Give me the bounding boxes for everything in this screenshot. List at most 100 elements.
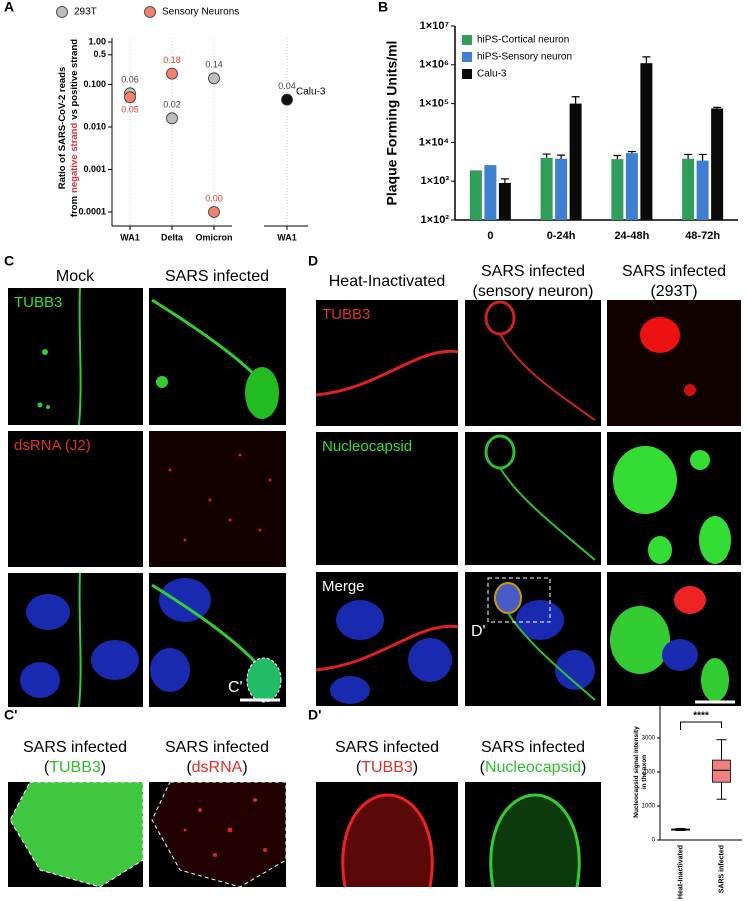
legend-label: 293T xyxy=(74,7,97,18)
image xyxy=(465,432,601,565)
cell xyxy=(9,781,144,888)
nucleus xyxy=(408,638,452,682)
x-tick-label: 24-48h xyxy=(614,230,649,242)
axon xyxy=(78,287,82,426)
dsrna-dots xyxy=(168,453,272,542)
bar xyxy=(469,170,482,220)
cell xyxy=(674,586,706,614)
image xyxy=(149,431,286,567)
nucleus xyxy=(336,600,384,640)
cell xyxy=(245,367,279,419)
panel-letter: D' xyxy=(308,707,321,723)
inset-stain: (TUBB3) xyxy=(44,759,106,776)
significance-bracket xyxy=(680,721,722,730)
y-axis-label: Ratio of SARS-CoV-2 readsfrom negative st… xyxy=(57,39,80,217)
axon xyxy=(499,467,596,561)
bar xyxy=(555,158,568,220)
error-bar xyxy=(613,154,622,160)
stain-name: TUBB3 xyxy=(49,759,101,776)
bar xyxy=(569,103,582,220)
data-point xyxy=(281,93,293,106)
paren: ) xyxy=(101,759,106,776)
data-point xyxy=(208,206,220,218)
cell xyxy=(640,317,680,353)
x-tick-label: Omicron xyxy=(195,232,232,242)
row-label: TUBB3 xyxy=(14,294,62,311)
bar xyxy=(540,157,553,220)
legend-swatch xyxy=(462,69,472,79)
nucleus xyxy=(26,594,70,630)
panel-letter: C xyxy=(4,253,14,269)
x-tick-label: 0-24h xyxy=(547,230,576,242)
row-label: Merge xyxy=(322,578,365,595)
dsrna-dots xyxy=(183,798,267,857)
row-label: dsRNA (J2) xyxy=(14,437,91,454)
y-tick-label: 1000 xyxy=(642,804,656,810)
y-label-part: from xyxy=(69,196,80,217)
inset-title: SARS infected xyxy=(481,739,585,756)
inset-title: SARS infected xyxy=(23,739,127,756)
paren: ( xyxy=(480,759,486,776)
y-tick-label: 1×10⁵ xyxy=(419,98,449,110)
value-label: 0.04 xyxy=(278,81,296,91)
error-bar xyxy=(571,96,580,104)
inset-stain: (TUBB3) xyxy=(356,759,418,776)
inset-title: SARS infected xyxy=(165,739,269,756)
column-title: Mock xyxy=(56,268,95,285)
image xyxy=(8,288,143,425)
error-bar xyxy=(557,154,566,159)
cell xyxy=(341,793,434,888)
y-tick-label: 0.0001 xyxy=(78,206,106,216)
value-label: 0.05 xyxy=(121,105,139,115)
inset-stain: (dsRNA) xyxy=(186,759,247,776)
dot xyxy=(156,376,168,388)
cell xyxy=(699,516,731,564)
nucleus xyxy=(150,648,190,692)
value-label: 0.18 xyxy=(163,55,181,65)
bar xyxy=(682,158,695,220)
panel-letter: A xyxy=(4,0,14,15)
column-title: SARS infected xyxy=(622,263,726,280)
nucleus xyxy=(555,650,595,690)
column-title: (sensory neuron) xyxy=(473,283,594,300)
cell xyxy=(690,450,710,470)
paren: ( xyxy=(44,759,50,776)
y-tick-label: 0.100 xyxy=(83,79,106,89)
error-bar xyxy=(542,153,551,158)
y-tick-label: 1×10⁶ xyxy=(419,59,449,71)
nucleus xyxy=(20,662,60,698)
paren: ( xyxy=(356,759,362,776)
box xyxy=(712,759,731,783)
y-tick-label: 0 xyxy=(652,838,656,844)
inset-label: D' xyxy=(471,623,486,640)
legend-label: Calu-3 xyxy=(477,69,507,80)
axon xyxy=(315,349,459,397)
nucleus xyxy=(159,578,211,622)
x-tick-label: 48-72h xyxy=(685,230,720,242)
y-label-highlight: negative strand xyxy=(69,123,80,193)
column-title: Heat-Inactivated xyxy=(329,273,446,290)
error-bar xyxy=(500,178,509,183)
y-tick-label: 0.010 xyxy=(83,121,106,131)
y-tick-label: 2000 xyxy=(642,770,656,776)
stain-name: TUBB3 xyxy=(361,759,413,776)
row-label: Nucleocapsid xyxy=(322,438,412,455)
y-tick-label: 1×10⁷ xyxy=(420,20,450,32)
y-tick-label: 1.00 xyxy=(88,36,106,46)
y-tick-label: 1×10² xyxy=(421,214,450,226)
legend-swatch xyxy=(462,52,472,62)
nucleus xyxy=(91,640,139,680)
inset-box xyxy=(487,577,551,623)
image xyxy=(316,300,458,426)
error-bar xyxy=(713,106,722,109)
y-label-line: Ratio of SARS-CoV-2 reads xyxy=(57,67,68,189)
panel-letter: E xyxy=(622,681,631,697)
y-label-part: vs positive strand xyxy=(69,39,80,120)
y-axis-label: Plaque Forming Units/ml xyxy=(384,41,400,206)
nucleus xyxy=(516,600,564,640)
value-label: 0.00 xyxy=(205,193,223,203)
y-label-line: in the axon xyxy=(641,755,648,789)
inset-title: SARS infected xyxy=(335,739,439,756)
x-tick-label: 0 xyxy=(487,230,493,242)
